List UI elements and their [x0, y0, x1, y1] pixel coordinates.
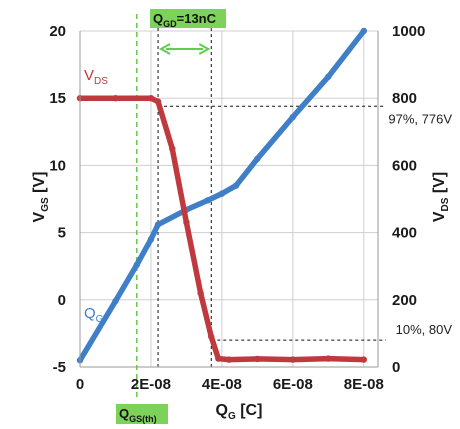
- series-point-1: [360, 356, 368, 363]
- series-point-0: [232, 182, 240, 189]
- x-tick-label: 6E-08: [273, 376, 313, 393]
- axes: 0 2E-08 4E-08 6E-08 8E-08-505101520020040060…: [31, 23, 451, 422]
- qgs-th-badge-text: QGS(th): [119, 406, 157, 424]
- series-point-0: [254, 155, 261, 162]
- grid-lines: [80, 30, 378, 368]
- series-point-0: [147, 236, 155, 243]
- y-right-tick-label: 800: [392, 90, 417, 107]
- series-point-0: [325, 73, 332, 80]
- series-point-0: [204, 197, 211, 204]
- series-point-1: [169, 145, 176, 152]
- y-left-tick-label: 0: [58, 292, 66, 309]
- series-point-1: [225, 356, 233, 363]
- annotations: QG VDS QGD=13nC QGS(th) 97%, 776V 10%, 80V: [84, 9, 452, 424]
- y-left-tick-label: 20: [49, 23, 66, 40]
- y-right-tick-label: 400: [392, 225, 417, 242]
- qgd-arrow-head-left: [158, 43, 171, 55]
- series-label-qg: QG: [84, 305, 104, 325]
- y-left-tick-label: 5: [58, 225, 66, 242]
- y-left-tick-label: 15: [49, 90, 66, 107]
- reference-lines: [135, 14, 386, 400]
- series-point-0: [133, 261, 140, 269]
- y-right-axis-title: VDS [V]: [431, 172, 451, 222]
- series-point-1: [154, 98, 162, 105]
- x-axis-title: QG [C]: [216, 402, 263, 422]
- series-point-1: [254, 355, 261, 363]
- series-point-1: [112, 95, 119, 102]
- qgs-th-badge: [116, 404, 168, 424]
- v10-annotation: 10%, 80V: [396, 322, 453, 337]
- x-tick-label: 0: [76, 376, 84, 393]
- y-left-tick-label: -5: [53, 359, 66, 376]
- y-left-tick-label: 10: [49, 157, 66, 174]
- x-tick-label: 4E-08: [202, 376, 242, 393]
- series-label-vds: VDS: [84, 67, 108, 87]
- qgd-arrow-head-right: [198, 43, 211, 55]
- series-point-1: [208, 333, 215, 340]
- series-point-1: [215, 355, 222, 362]
- series-point-0: [360, 27, 368, 35]
- y-left-axis-title: VGS [V]: [31, 172, 51, 223]
- series-point-1: [183, 219, 190, 226]
- series-point-0: [154, 221, 162, 228]
- y-right-tick-label: 600: [392, 157, 417, 174]
- qgd-badge: [150, 9, 226, 28]
- v97-annotation: 97%, 776V: [388, 111, 452, 126]
- series-point-1: [325, 355, 332, 362]
- series-point-1: [147, 95, 155, 102]
- series-point-1: [289, 356, 297, 363]
- series-point-1: [197, 289, 204, 297]
- y-right-tick-label: 0: [392, 359, 400, 376]
- x-tick-label: 2E-08: [131, 376, 171, 393]
- series-point-0: [289, 113, 297, 121]
- qgd-badge-text: QGD=13nC: [153, 11, 217, 29]
- series-point-0: [218, 190, 226, 197]
- y-right-tick-label: 1000: [392, 23, 425, 40]
- series-point-0: [112, 297, 119, 305]
- data-series: [76, 27, 368, 364]
- y-right-tick-label: 200: [392, 292, 417, 309]
- x-tick-label: 8E-08: [344, 376, 384, 393]
